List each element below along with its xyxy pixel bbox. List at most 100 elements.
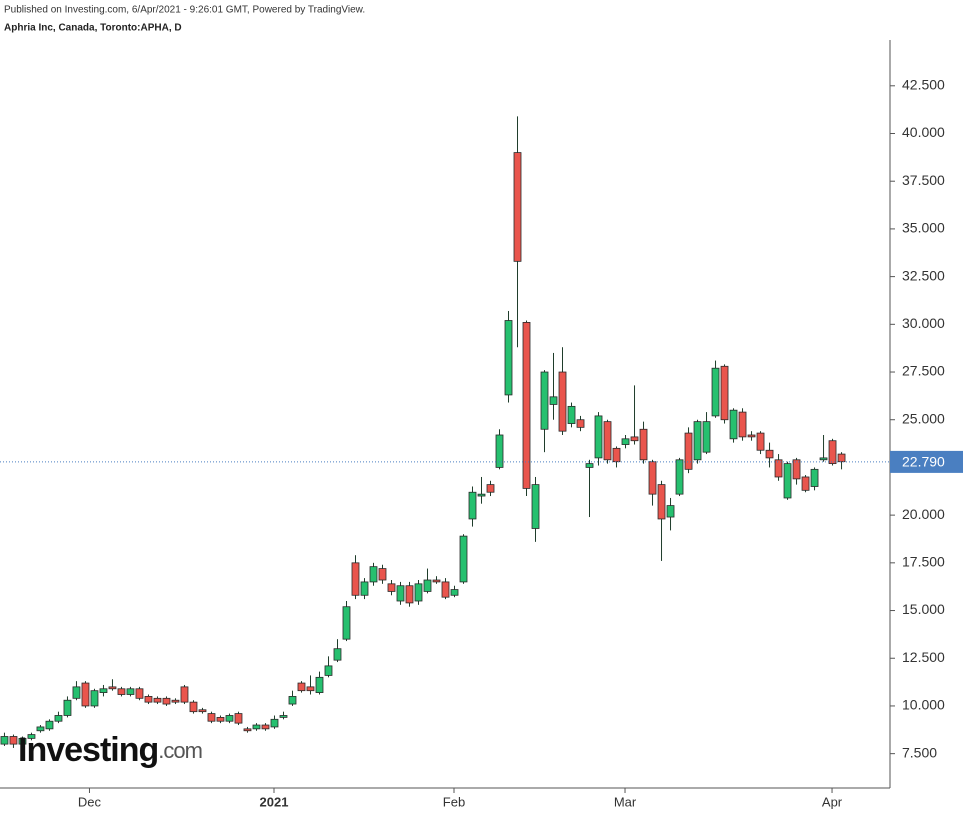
candle-body bbox=[684, 432, 693, 470]
candle-body bbox=[513, 152, 522, 262]
y-tick-label: 37.500 bbox=[902, 172, 945, 188]
candle-body bbox=[90, 690, 99, 707]
candle-body bbox=[414, 583, 423, 602]
candle-body bbox=[234, 713, 243, 724]
candle-body bbox=[648, 461, 657, 495]
y-tick-label: 25.000 bbox=[902, 410, 945, 426]
candle-body bbox=[666, 505, 675, 518]
candle-body bbox=[405, 585, 414, 604]
y-tick-label: 32.500 bbox=[902, 267, 945, 283]
candle-body bbox=[162, 697, 171, 705]
candle-body bbox=[621, 438, 630, 445]
candle-body bbox=[612, 447, 621, 463]
candle-body bbox=[693, 421, 702, 461]
plot bbox=[0, 116, 890, 748]
candle-body bbox=[252, 724, 261, 730]
candle-body bbox=[360, 581, 369, 596]
candle-body bbox=[729, 409, 738, 440]
candle-body bbox=[216, 716, 225, 722]
last-price-label: 22.790 bbox=[902, 454, 945, 470]
candle-body bbox=[504, 320, 513, 396]
candle-body bbox=[333, 648, 342, 661]
candle-body bbox=[540, 371, 549, 430]
candle-body bbox=[144, 696, 153, 703]
candle-body bbox=[810, 468, 819, 487]
candle-body bbox=[747, 434, 756, 438]
candle-body bbox=[450, 589, 459, 596]
published-note: Published on Investing.com, 6/Apr/2021 -… bbox=[4, 5, 365, 16]
candle-body bbox=[207, 713, 216, 722]
candle-body bbox=[576, 419, 585, 428]
y-tick-label: 10.000 bbox=[902, 697, 945, 713]
candle-body bbox=[387, 583, 396, 592]
y-tick-label: 27.500 bbox=[902, 363, 945, 379]
candle-body bbox=[603, 421, 612, 461]
candle-body bbox=[423, 579, 432, 592]
candle-body bbox=[756, 432, 765, 451]
candle-body bbox=[45, 720, 54, 730]
candle-body bbox=[180, 686, 189, 703]
candle-body bbox=[594, 415, 603, 459]
candle-body bbox=[225, 715, 234, 722]
candle-body bbox=[297, 682, 306, 692]
candle-body bbox=[315, 676, 324, 693]
y-tick-label: 40.000 bbox=[902, 124, 945, 140]
logo-suffix: .com bbox=[158, 738, 202, 763]
y-tick-label: 17.500 bbox=[902, 554, 945, 570]
candle-body bbox=[396, 585, 405, 602]
candle-body bbox=[657, 484, 666, 520]
candle-body bbox=[720, 365, 729, 421]
candle-body bbox=[774, 459, 783, 478]
candle-body bbox=[243, 728, 252, 732]
candle-body bbox=[495, 434, 504, 468]
y-tick-label: 35.000 bbox=[902, 220, 945, 236]
candle-body bbox=[738, 411, 747, 438]
candle-body bbox=[36, 726, 45, 732]
candle-body bbox=[711, 367, 720, 417]
candle-body bbox=[486, 484, 495, 493]
candle-body bbox=[522, 322, 531, 489]
candle-body bbox=[153, 697, 162, 703]
candle-body bbox=[792, 459, 801, 480]
candle-body bbox=[0, 736, 9, 745]
candle-body bbox=[675, 459, 684, 495]
candle-body bbox=[342, 606, 351, 640]
candle-body bbox=[63, 699, 72, 716]
y-tick-label: 30.000 bbox=[902, 315, 945, 331]
x-tick-label: Feb bbox=[443, 794, 465, 809]
candle-body bbox=[531, 484, 540, 529]
candle-body bbox=[783, 463, 792, 499]
x-tick-label: Mar bbox=[614, 794, 637, 809]
candle-body bbox=[54, 715, 63, 722]
x-tick-label: 2021 bbox=[260, 794, 289, 809]
candle-body bbox=[441, 581, 450, 598]
x-tick-label: Apr bbox=[822, 794, 843, 809]
candle-body bbox=[837, 453, 846, 463]
candle-body bbox=[828, 440, 837, 465]
candle-body bbox=[261, 724, 270, 730]
candle-body bbox=[198, 709, 207, 713]
candle-body bbox=[135, 688, 144, 699]
candle-body bbox=[171, 699, 180, 703]
candle-body bbox=[702, 421, 711, 453]
y-tick-label: 12.500 bbox=[902, 649, 945, 665]
last-price-box bbox=[890, 450, 963, 473]
candle-body bbox=[378, 568, 387, 581]
candle-body bbox=[369, 566, 378, 583]
y-tick-label: 7.500 bbox=[902, 744, 937, 760]
x-tick-label: Dec bbox=[78, 794, 102, 809]
candle-body bbox=[288, 696, 297, 705]
candle-body bbox=[9, 736, 18, 745]
candle-body bbox=[468, 491, 477, 520]
y-tick-label: 42.500 bbox=[902, 76, 945, 92]
candle-body bbox=[27, 734, 36, 739]
candle-body bbox=[270, 718, 279, 728]
candle-body bbox=[324, 665, 333, 676]
candle-body bbox=[306, 686, 315, 692]
candle-body bbox=[801, 476, 810, 491]
y-tick-label: 15.000 bbox=[902, 601, 945, 617]
candle-body bbox=[351, 562, 360, 596]
candle-body bbox=[189, 701, 198, 713]
